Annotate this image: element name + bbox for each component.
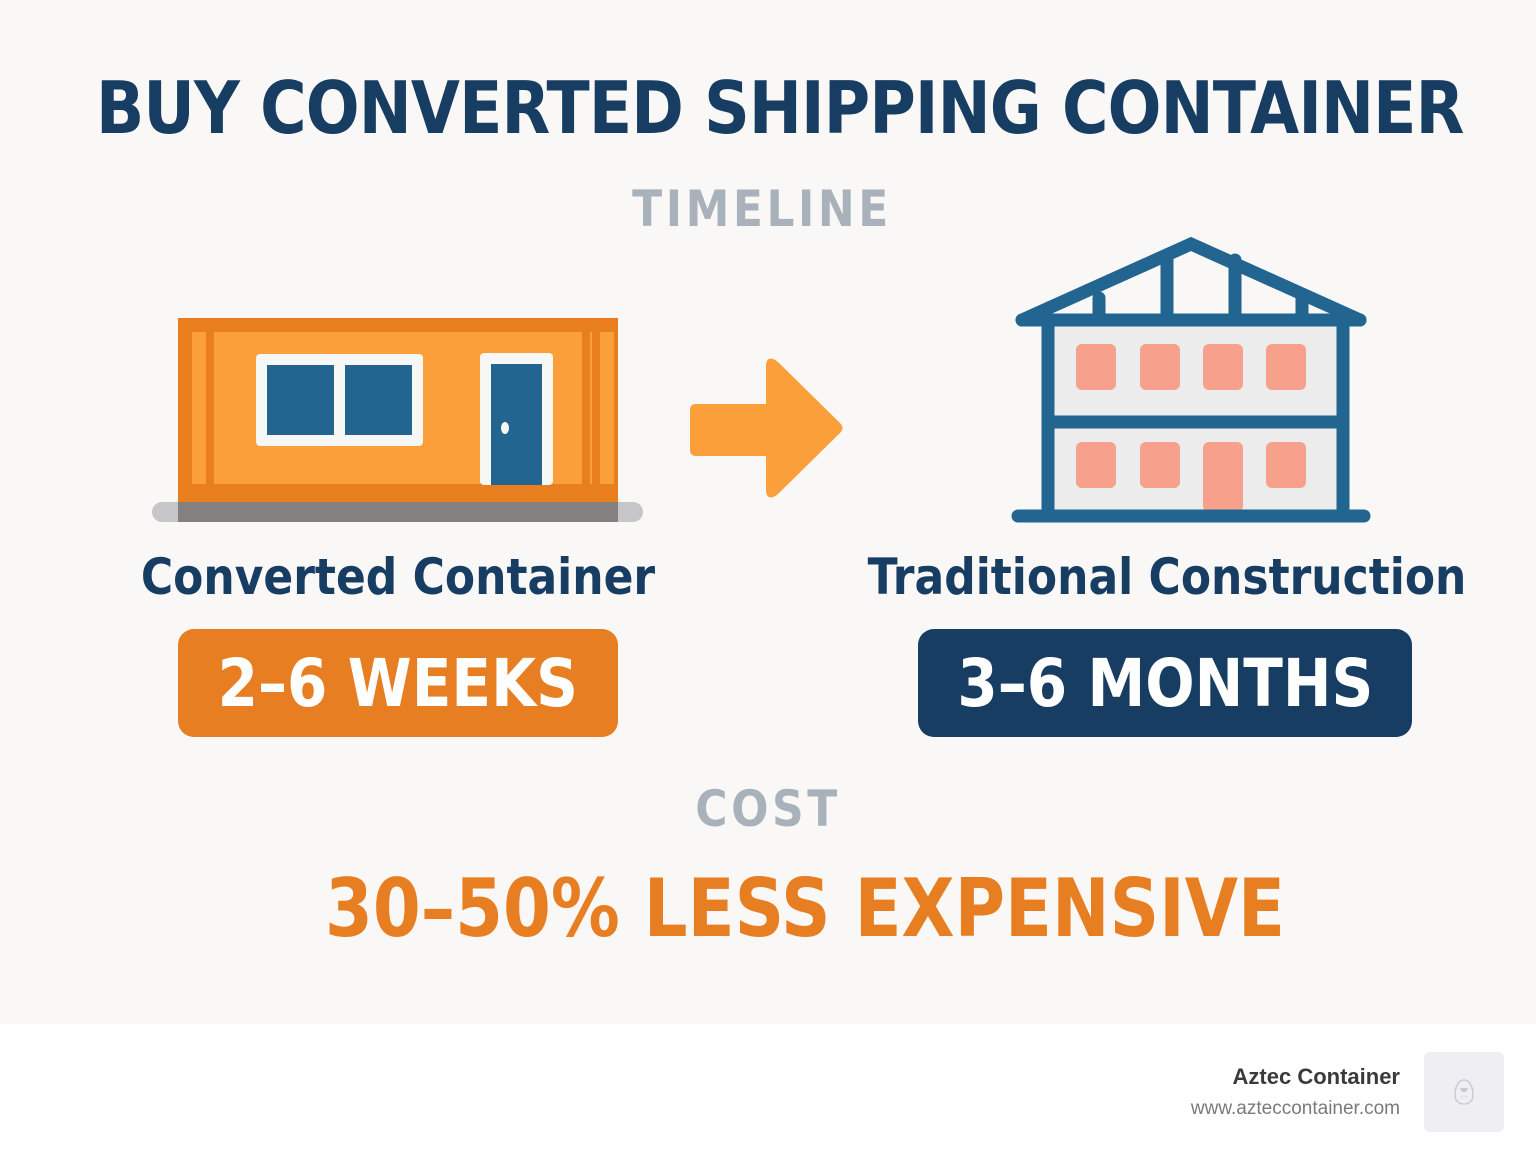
shipping-container-home-icon <box>152 318 643 522</box>
infographic-canvas: BUY CONVERTED SHIPPING CONTAINER TIMELIN… <box>96 66 1467 955</box>
building-frame-icon <box>1011 236 1371 523</box>
brand-url-link[interactable]: www.azteccontainer.com <box>1190 1098 1400 1119</box>
converted-container-caption: Converted Container <box>140 548 656 606</box>
brand-logo[interactable] <box>1424 1052 1504 1132</box>
container-timeline-value: 2–6 WEEKS <box>217 644 579 722</box>
traditional-construction-caption: Traditional Construction <box>867 548 1467 606</box>
brand-name: Aztec Container <box>1232 1064 1400 1089</box>
arrow-right-icon <box>690 358 843 498</box>
page-title: BUY CONVERTED SHIPPING CONTAINER <box>96 66 1464 150</box>
footer <box>0 1024 1536 1154</box>
traditional-timeline-badge: 3–6 MONTHS <box>918 629 1412 737</box>
container-timeline-badge: 2–6 WEEKS <box>178 629 618 737</box>
traditional-timeline-value: 3–6 MONTHS <box>957 644 1373 722</box>
timeline-section-label: TIMELINE <box>632 180 892 238</box>
cost-section-label: COST <box>695 780 841 838</box>
cost-savings-value: 30–50% LESS EXPENSIVE <box>324 862 1286 955</box>
brand-logo-icon <box>1454 1079 1474 1105</box>
